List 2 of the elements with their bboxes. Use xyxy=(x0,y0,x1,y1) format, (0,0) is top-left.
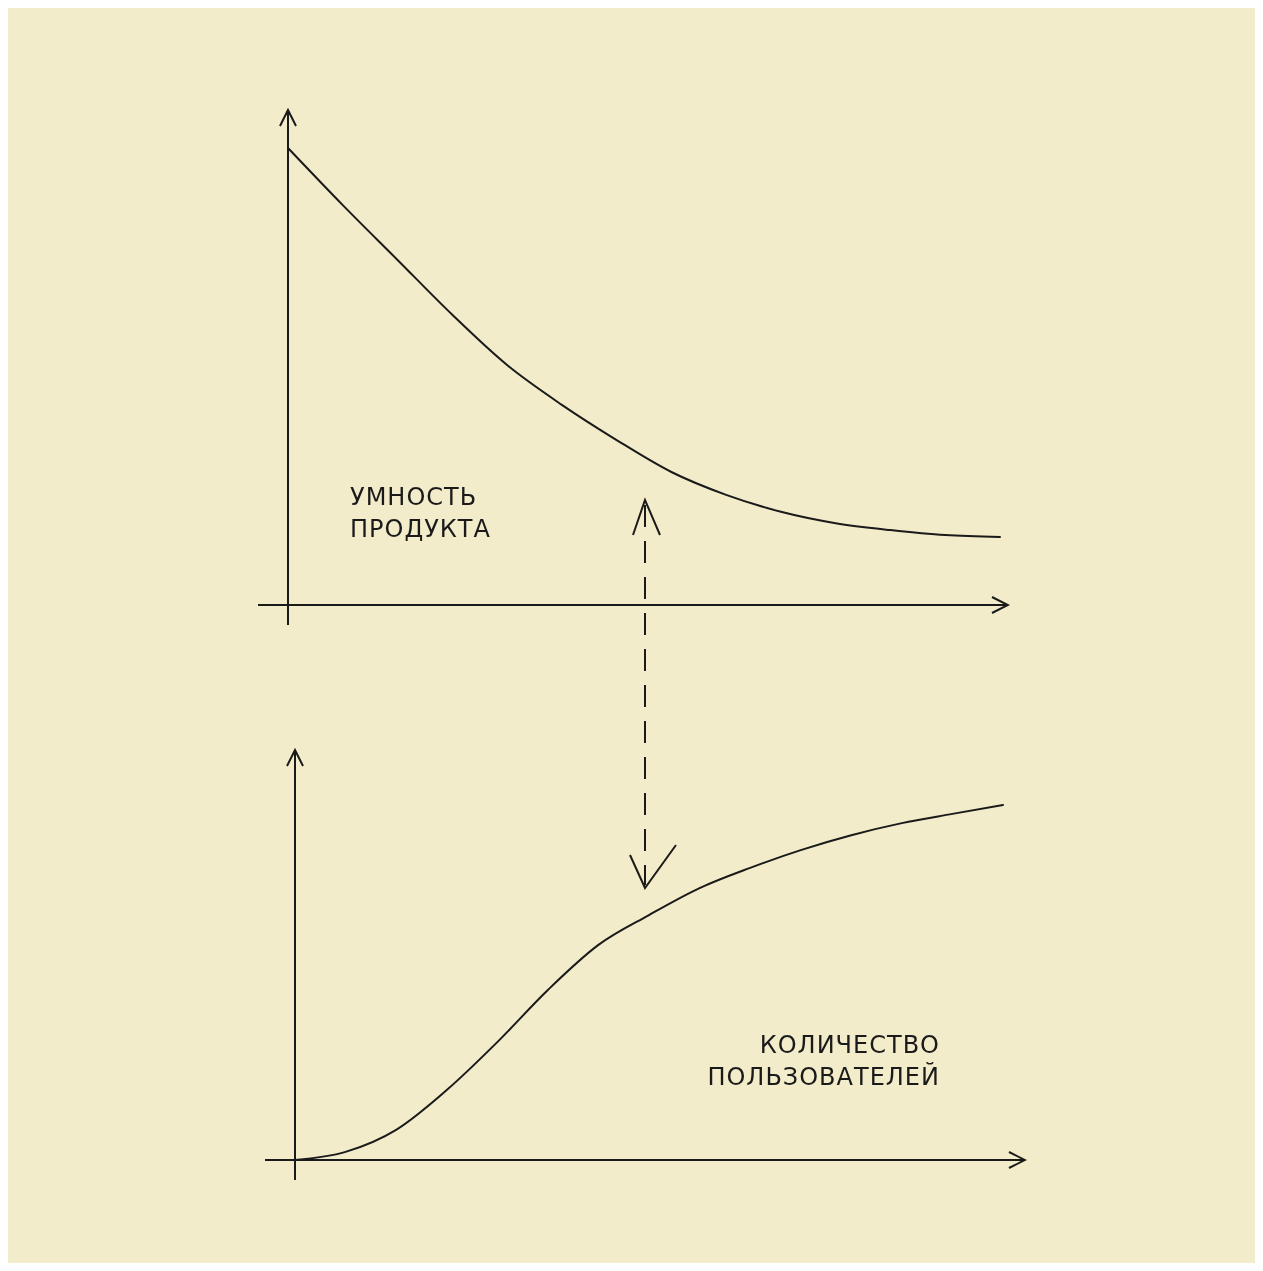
annotation: КОЛИЧЕСТВО ПОЛЬЗОВАТЕЛЕЙ xyxy=(707,1031,940,1091)
annotation: УМНОСТЬ ПРОДУКТА xyxy=(350,483,491,543)
